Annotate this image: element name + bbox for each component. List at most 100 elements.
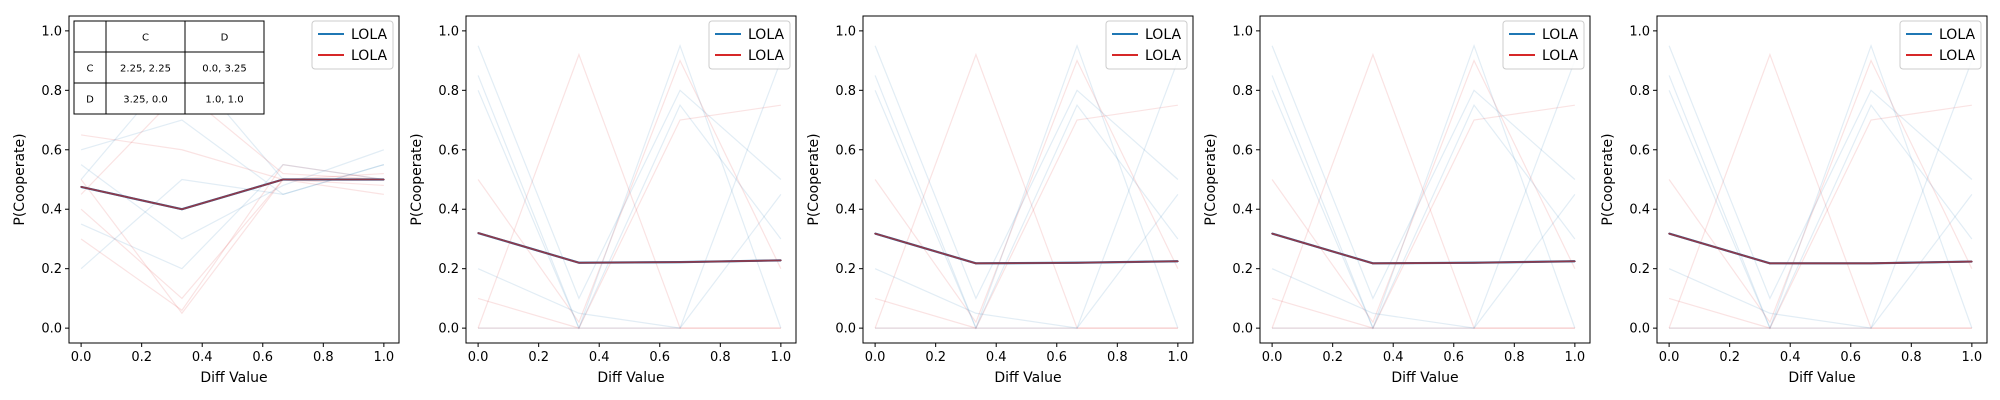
y-tick-label: 0.4: [1629, 203, 1650, 218]
table-cell: 1.0, 1.0: [205, 95, 243, 106]
legend: LOLA LOLA: [1105, 20, 1188, 70]
x-tick-label: 0.4: [1780, 350, 1801, 365]
y-tick-label: 0.2: [41, 262, 62, 277]
background-runs: [1668, 43, 1973, 330]
background-run-line: [477, 45, 782, 300]
series-point: [1574, 260, 1576, 263]
series-point: [1870, 262, 1872, 265]
background-run-line: [1272, 43, 1576, 329]
background-run-line: [477, 104, 781, 329]
series-point: [282, 178, 284, 181]
background-run-line: [477, 60, 782, 329]
x-tick-label: 0.6: [1443, 350, 1464, 365]
chart-panel-2: 0.0 0.2 0.4 0.6 0.8 1.0 0.0 0.2 0.4 0.6 0.8 1.0 Diff…: [409, 15, 797, 386]
background-run-line: [80, 163, 384, 312]
payoff-table: C D C 2.25, 2.25 0.0, 3.25 D 3.25, 0.0 1.0, 1.0: [73, 20, 265, 115]
legend-label: LOLA: [1939, 48, 1975, 64]
x-tick-label: 0.2: [925, 350, 946, 365]
series-line-2: [1668, 232, 1972, 265]
background-run-line: [1668, 90, 1973, 329]
series-point: [1473, 261, 1475, 264]
y-axis-label: P(Cooperate): [1600, 133, 1616, 225]
background-run-line: [874, 104, 1178, 329]
series-line-2: [874, 232, 1178, 265]
x-tick-label: 0.6: [1840, 350, 1861, 365]
series-line-2: [1271, 232, 1575, 265]
background-run-line: [874, 60, 1179, 329]
background-run-line: [874, 75, 1179, 330]
series-point: [1372, 262, 1374, 265]
x-tick-label: 0.4: [192, 350, 213, 365]
background-run-line: [875, 43, 1179, 329]
y-tick-label: 0.2: [438, 262, 459, 277]
series-point: [578, 261, 580, 264]
legend-label: LOLA: [351, 27, 387, 43]
background-run-line: [1271, 52, 1575, 329]
background-run-line: [874, 45, 1179, 300]
x-tick-label: 0.0: [468, 350, 489, 365]
series-point: [1668, 232, 1670, 235]
x-tick-label: 0.2: [1719, 350, 1740, 365]
x-tick-label: 0.4: [589, 350, 610, 365]
x-tick-label: 0.2: [131, 350, 152, 365]
plot-area: [862, 15, 1194, 344]
background-run-line: [874, 59, 1179, 324]
series-line-2: [477, 232, 781, 264]
x-tick-label: 1.0: [374, 350, 395, 365]
x-tick-label: 1.0: [1962, 350, 1983, 365]
series-line-2: [80, 178, 384, 211]
legend-label: LOLA: [351, 48, 387, 64]
x-tick-label: 1.0: [771, 350, 792, 365]
y-tick-label: 0.4: [1232, 203, 1253, 218]
x-tick-label: 0.8: [1901, 350, 1922, 365]
x-tick-label: 0.0: [1659, 350, 1680, 365]
x-tick-label: 1.0: [1168, 350, 1189, 365]
background-run-line: [1271, 75, 1576, 330]
background-run-line: [1669, 43, 1973, 329]
x-tick-label: 0.8: [313, 350, 334, 365]
y-tick-label: 0.6: [835, 143, 856, 158]
background-run-line: [1668, 104, 1972, 329]
legend-label: LOLA: [1939, 27, 1975, 43]
legend: LOLA LOLA: [1899, 20, 1982, 70]
series-point: [80, 186, 82, 188]
background-run-line: [477, 59, 782, 324]
table-col-header: D: [221, 33, 229, 44]
background-run-line: [80, 163, 384, 270]
y-tick-label: 0.2: [835, 262, 856, 277]
background-run-line: [1271, 104, 1575, 329]
table-cell: 3.25, 0.0: [123, 95, 168, 106]
background-run-line: [1668, 60, 1973, 329]
x-tick-label: 0.6: [1046, 350, 1067, 365]
y-tick-label: 0.2: [1629, 262, 1650, 277]
series-point: [780, 259, 782, 262]
y-tick-label: 1.0: [1232, 24, 1253, 39]
series-point: [679, 261, 681, 263]
y-tick-label: 0.4: [835, 203, 856, 218]
y-tick-label: 0.4: [41, 203, 62, 218]
background-runs: [874, 43, 1179, 330]
x-axis-label: Diff Value: [1391, 370, 1458, 386]
background-run-line: [80, 178, 384, 300]
x-axis-label: Diff Value: [1788, 370, 1855, 386]
background-run-line: [1271, 60, 1576, 329]
table-cell: 0.0, 3.25: [202, 64, 247, 75]
legend-label: LOLA: [1542, 48, 1578, 64]
x-tick-label: 0.8: [1107, 350, 1128, 365]
background-run-line: [80, 89, 384, 195]
legend-label: LOLA: [1145, 27, 1181, 43]
x-tick-label: 0.0: [1262, 350, 1283, 365]
series-point: [975, 262, 977, 265]
background-run-line: [1668, 45, 1973, 300]
series-point: [1971, 260, 1973, 263]
y-axis-label: P(Cooperate): [12, 133, 28, 225]
chart-panel-4: 0.0 0.2 0.4 0.6 0.8 1.0 0.0 0.2 0.4 0.6 0.8 1.0 Diff…: [1203, 15, 1591, 386]
table-cell: 2.25, 2.25: [120, 64, 171, 75]
x-axis-label: Diff Value: [597, 370, 664, 386]
series-point: [1177, 260, 1179, 263]
x-axis-label: Diff Value: [200, 370, 267, 386]
background-run-line: [80, 172, 384, 315]
chart-panel-1: 0.0 0.2 0.4 0.6 0.8 1.0 0.0 0.2 0.4 0.6 0.8 1.0 Diff…: [12, 15, 400, 386]
y-tick-label: 0.0: [438, 322, 459, 337]
x-tick-label: 0.8: [710, 350, 731, 365]
